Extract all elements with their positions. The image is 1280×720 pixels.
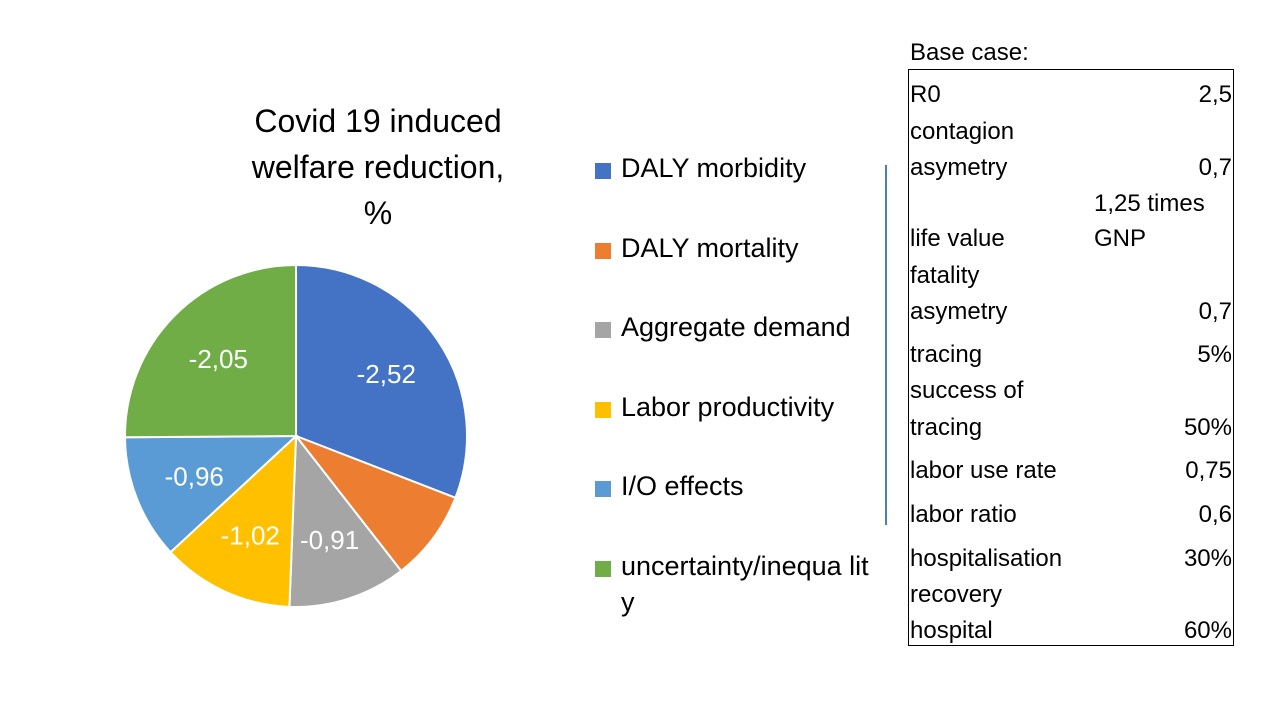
pie-data-label-5: -0,96 bbox=[165, 461, 224, 491]
legend-label: DALY morbidity bbox=[621, 153, 807, 183]
legend-swatch bbox=[595, 481, 611, 497]
pie-data-label-6: -2,05 bbox=[189, 344, 248, 374]
legend-item: DALY mortality bbox=[595, 230, 885, 266]
param-value: GNP bbox=[1094, 225, 1147, 252]
legend-item: uncertainty/inequa lity bbox=[595, 548, 885, 620]
param-label: asymetry bbox=[910, 298, 1008, 325]
param-value: 2,5 bbox=[1198, 81, 1232, 108]
param-label: recovery bbox=[910, 581, 1003, 608]
param-value: 1,25 times bbox=[1094, 190, 1205, 217]
chart-title-line-2: welfare reduction, bbox=[251, 149, 505, 185]
legend-label: DALY mortality bbox=[621, 232, 799, 263]
legend-label: uncertainty/inequa lity bbox=[621, 550, 869, 617]
legend-swatch bbox=[595, 401, 611, 418]
legend-swatch bbox=[595, 242, 611, 259]
pie-slice-6 bbox=[124, 263, 297, 439]
param-value: 0,7 bbox=[1198, 298, 1232, 325]
pie-slice-4 bbox=[169, 433, 298, 608]
param-value: 50% bbox=[1183, 414, 1232, 441]
param-value: 0,75 bbox=[1185, 457, 1232, 484]
pie-data-label-4: -1,02 bbox=[221, 520, 280, 550]
param-label: tracing bbox=[910, 341, 983, 368]
param-label: labor use rate bbox=[910, 457, 1057, 484]
param-label: contagion bbox=[910, 118, 1015, 145]
pie-slice-1 bbox=[295, 263, 468, 500]
pie-slice-2 bbox=[292, 433, 457, 573]
legend-item: DALY morbidity bbox=[595, 150, 885, 186]
legend-label: I/O effects bbox=[621, 471, 744, 501]
param-label: life value bbox=[910, 225, 1005, 252]
legend-label: Labor productivity bbox=[621, 391, 835, 422]
pie-chart: -2,52 -0,91 -1,02 -0,96 -2,05 bbox=[123, 263, 468, 608]
param-label: success of bbox=[910, 377, 1024, 404]
legend-swatch bbox=[595, 322, 611, 338]
param-value: 5% bbox=[1197, 341, 1232, 368]
base-case-table bbox=[908, 69, 1234, 646]
param-value: 0,7 bbox=[1198, 154, 1232, 181]
legend-swatch bbox=[595, 560, 611, 577]
chart-title-line-1: Covid 19 induced bbox=[254, 103, 502, 139]
pie-slice-3 bbox=[288, 433, 403, 608]
param-label: hospitalisation bbox=[910, 545, 1063, 572]
pie-data-label-1: -2,52 bbox=[357, 359, 416, 389]
legend-item: Aggregate demand bbox=[595, 309, 885, 345]
param-label: asymetry bbox=[910, 154, 1008, 181]
chart-title: Covid 19 induced welfare reduction, % bbox=[200, 98, 556, 236]
chart-title-line-3: % bbox=[363, 195, 393, 231]
param-value: 30% bbox=[1183, 545, 1232, 572]
param-value: 0,6 bbox=[1198, 501, 1232, 528]
param-label: labor ratio bbox=[910, 501, 1017, 528]
param-label: fatality bbox=[910, 262, 980, 289]
pie-data-label-3: -0,91 bbox=[300, 525, 359, 555]
divider-line bbox=[885, 165, 887, 525]
base-case-title: Base case: bbox=[910, 39, 1029, 66]
legend-swatch bbox=[595, 163, 611, 179]
param-value: 60% bbox=[1183, 617, 1232, 644]
param-label: hospital bbox=[910, 617, 993, 644]
legend-item: I/O effects bbox=[595, 468, 885, 504]
param-label: tracing bbox=[910, 414, 983, 441]
pie-slice-5 bbox=[123, 434, 299, 554]
legend-item: Labor productivity bbox=[595, 389, 885, 425]
param-label: R0 bbox=[910, 81, 941, 108]
legend-label: Aggregate demand bbox=[621, 312, 851, 342]
